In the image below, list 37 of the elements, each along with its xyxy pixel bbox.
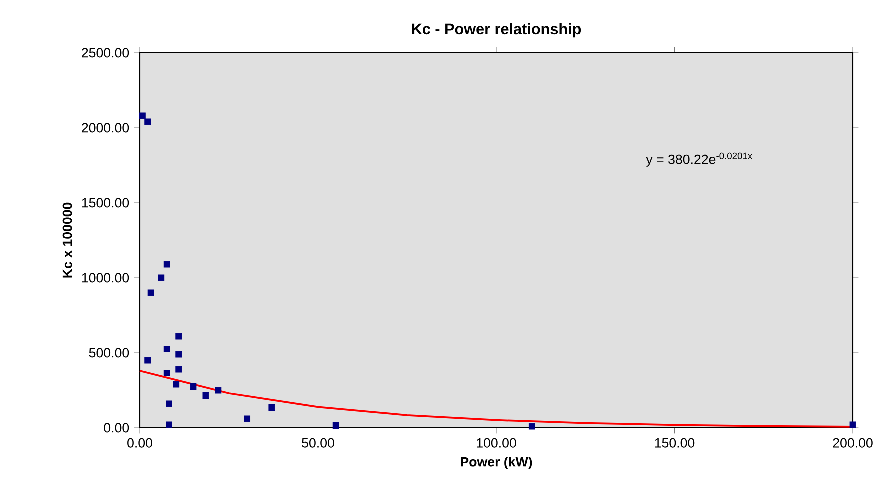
annotation: y = 380.22e$^{-0.0201x}$ [646, 152, 752, 167]
point [850, 422, 856, 428]
point [164, 370, 170, 376]
x-tick-label: 100.00 [477, 438, 516, 448]
point [173, 381, 180, 388]
point [176, 366, 182, 373]
y-tick-label: 1000.00 [82, 273, 130, 283]
x-tick-label: 50.00 [302, 438, 334, 448]
point [166, 400, 172, 408]
y-tick-label: 0.00 [104, 423, 130, 433]
point [332, 422, 340, 429]
point [528, 423, 536, 430]
chart-title: Kc - Power relationship [412, 23, 582, 38]
point [144, 357, 152, 364]
point [148, 290, 154, 296]
point [244, 416, 251, 422]
y-tick-label: 2000.00 [82, 123, 130, 133]
point [202, 392, 210, 399]
y-tick-label: 2500.00 [82, 48, 130, 58]
point [158, 274, 165, 282]
point [215, 387, 222, 394]
point [176, 351, 182, 358]
point [164, 346, 170, 352]
x-tick-label: 200.00 [833, 438, 873, 448]
point [190, 384, 197, 390]
x-tick-label: 150.00 [655, 438, 695, 448]
point [176, 333, 182, 340]
point [268, 404, 276, 411]
point [164, 261, 170, 268]
y-tick-label: 500.00 [89, 348, 130, 358]
point [166, 422, 172, 428]
x-tick-label: 0.00 [128, 438, 152, 448]
point [144, 118, 152, 126]
x-axis-title: Power (kW) [461, 456, 532, 470]
y-tick-label: 1500.00 [82, 198, 130, 208]
point [139, 112, 146, 120]
y-axis-title: Kc x 100000 [62, 202, 72, 278]
